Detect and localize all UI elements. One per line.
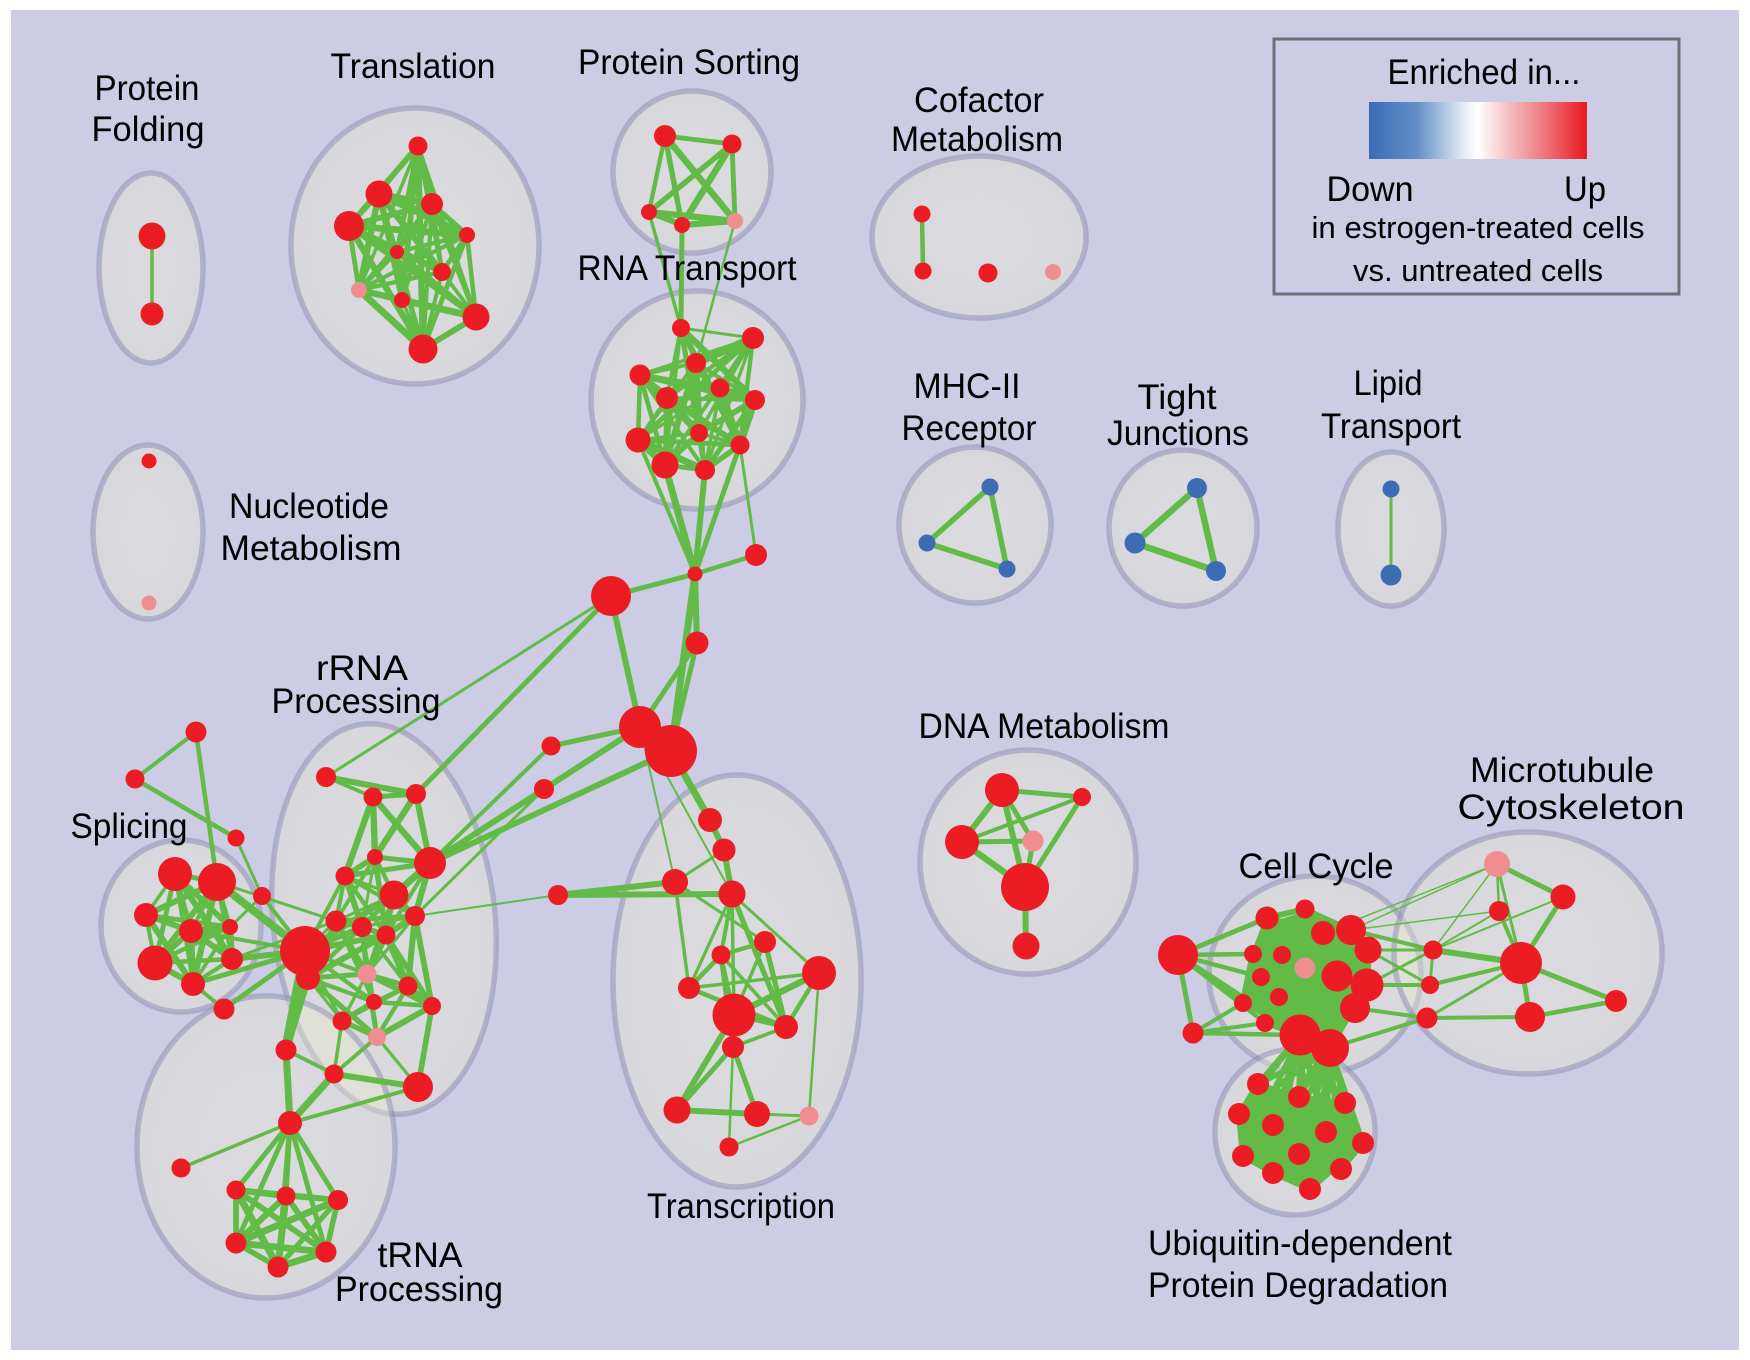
svg-text:Translation: Translation bbox=[331, 47, 496, 86]
svg-text:Metabolism: Metabolism bbox=[221, 529, 402, 568]
svg-text:Protein Sorting: Protein Sorting bbox=[578, 43, 800, 82]
svg-text:RNA Transport: RNA Transport bbox=[578, 249, 797, 288]
svg-text:Transport: Transport bbox=[1321, 407, 1461, 446]
svg-text:Nucleotide: Nucleotide bbox=[229, 487, 389, 526]
svg-text:Cofactor: Cofactor bbox=[914, 81, 1044, 120]
svg-text:Junctions: Junctions bbox=[1107, 414, 1249, 453]
svg-text:Lipid: Lipid bbox=[1354, 364, 1423, 403]
svg-text:Transcription: Transcription bbox=[647, 1187, 835, 1226]
svg-text:Metabolism: Metabolism bbox=[891, 120, 1063, 159]
svg-text:Cytoskeleton: Cytoskeleton bbox=[1458, 788, 1685, 827]
svg-text:Up: Up bbox=[1564, 170, 1606, 209]
svg-text:vs. untreated cells: vs. untreated cells bbox=[1353, 253, 1603, 288]
svg-text:tRNA: tRNA bbox=[378, 1236, 464, 1275]
svg-text:Folding: Folding bbox=[92, 110, 205, 149]
svg-text:Enriched in...: Enriched in... bbox=[1388, 53, 1581, 92]
svg-text:Cell Cycle: Cell Cycle bbox=[1239, 847, 1394, 886]
svg-text:rRNA: rRNA bbox=[316, 649, 409, 688]
svg-text:Microtubule: Microtubule bbox=[1470, 751, 1654, 790]
svg-text:Processing: Processing bbox=[272, 682, 441, 721]
svg-text:DNA Metabolism: DNA Metabolism bbox=[919, 707, 1170, 746]
svg-text:Splicing: Splicing bbox=[71, 807, 188, 846]
svg-text:Protein: Protein bbox=[95, 69, 200, 108]
svg-text:Processing: Processing bbox=[335, 1270, 503, 1309]
svg-text:Ubiquitin-dependent: Ubiquitin-dependent bbox=[1148, 1224, 1452, 1263]
svg-text:Down: Down bbox=[1327, 170, 1414, 209]
svg-text:MHC-II: MHC-II bbox=[914, 367, 1021, 406]
svg-text:Tight: Tight bbox=[1138, 378, 1217, 417]
svg-text:Receptor: Receptor bbox=[902, 409, 1037, 448]
svg-text:in estrogen-treated cells: in estrogen-treated cells bbox=[1312, 210, 1645, 245]
svg-text:Protein Degradation: Protein Degradation bbox=[1148, 1266, 1448, 1305]
